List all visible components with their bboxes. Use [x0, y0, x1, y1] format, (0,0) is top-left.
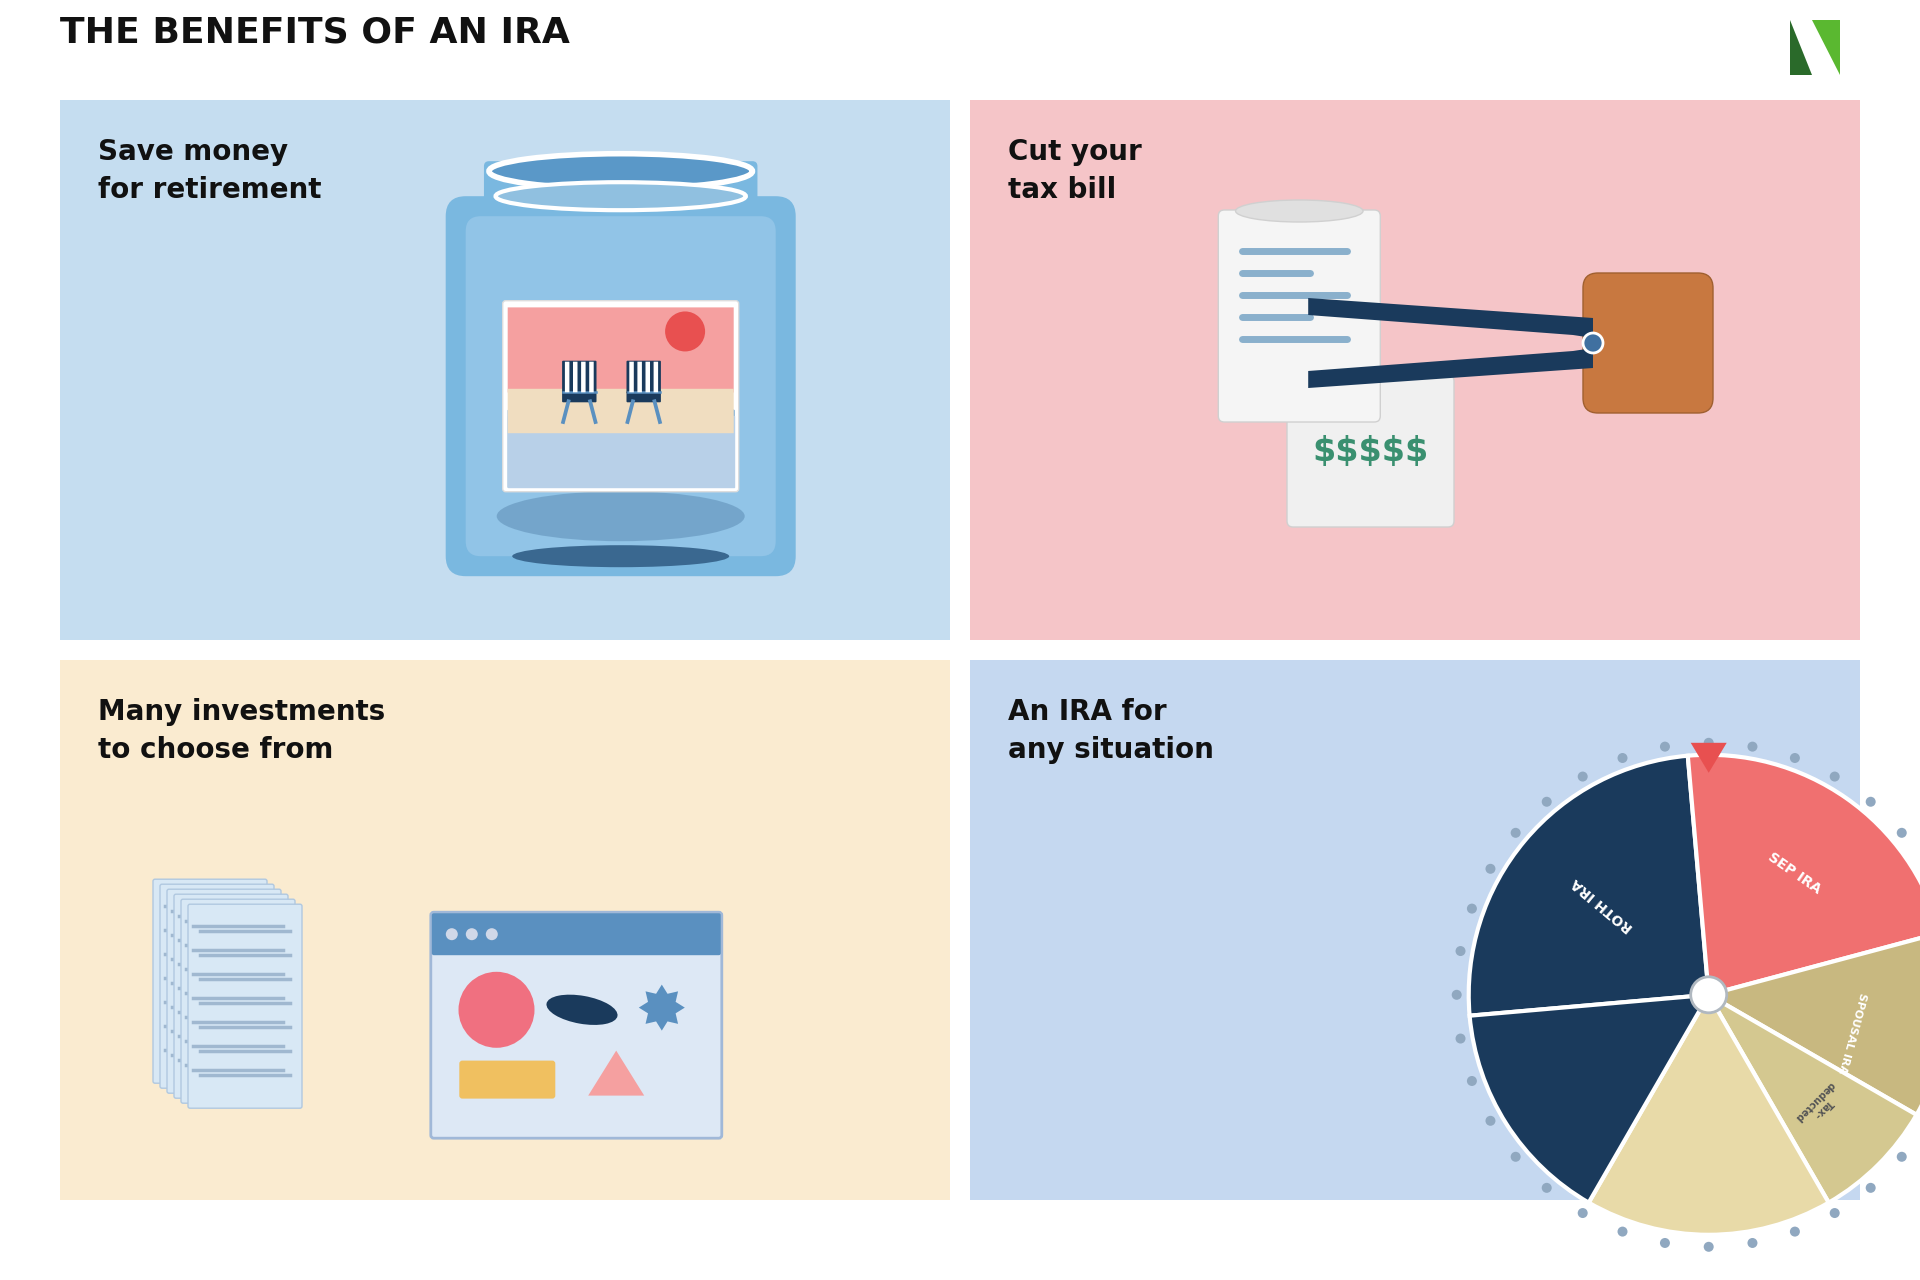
FancyBboxPatch shape [1286, 375, 1453, 527]
Circle shape [1661, 1238, 1670, 1248]
Circle shape [1703, 1242, 1715, 1252]
Wedge shape [1688, 755, 1920, 995]
Ellipse shape [490, 154, 753, 188]
FancyBboxPatch shape [582, 362, 586, 392]
Circle shape [1455, 946, 1465, 956]
FancyBboxPatch shape [563, 361, 597, 393]
FancyBboxPatch shape [154, 879, 267, 1083]
FancyBboxPatch shape [507, 307, 733, 393]
Circle shape [1486, 1116, 1496, 1126]
Text: Cut your
tax bill: Cut your tax bill [1008, 138, 1142, 204]
FancyBboxPatch shape [589, 362, 593, 392]
Circle shape [1866, 796, 1876, 806]
FancyBboxPatch shape [188, 904, 301, 1108]
Circle shape [459, 972, 534, 1048]
Polygon shape [639, 984, 685, 1030]
FancyBboxPatch shape [432, 913, 720, 955]
Text: An IRA for
any situation: An IRA for any situation [1008, 698, 1213, 764]
FancyBboxPatch shape [503, 301, 739, 492]
Circle shape [1830, 772, 1839, 782]
FancyBboxPatch shape [459, 1061, 555, 1098]
Text: SEP IRA: SEP IRA [1764, 850, 1824, 896]
Text: SPOUSAL IRA: SPOUSAL IRA [1837, 992, 1868, 1075]
Circle shape [1897, 1152, 1907, 1162]
Wedge shape [1588, 995, 1828, 1235]
FancyBboxPatch shape [626, 361, 660, 393]
Wedge shape [1469, 995, 1709, 1203]
Polygon shape [1812, 20, 1839, 76]
FancyBboxPatch shape [626, 392, 660, 402]
Text: Save money
for retirement: Save money for retirement [98, 138, 321, 204]
FancyBboxPatch shape [564, 362, 570, 392]
Circle shape [1467, 904, 1476, 914]
Ellipse shape [497, 492, 745, 541]
Circle shape [1747, 1238, 1757, 1248]
FancyBboxPatch shape [1219, 210, 1380, 422]
FancyBboxPatch shape [60, 100, 950, 640]
Circle shape [1455, 1033, 1465, 1043]
Wedge shape [1469, 755, 1709, 1016]
Circle shape [1897, 828, 1907, 838]
Circle shape [1578, 772, 1588, 782]
Text: $$$$$: $$$$$ [1313, 434, 1428, 467]
Circle shape [1661, 741, 1670, 751]
Ellipse shape [495, 182, 745, 210]
Polygon shape [1308, 298, 1594, 338]
Circle shape [1747, 741, 1757, 751]
FancyBboxPatch shape [167, 890, 280, 1093]
Circle shape [1703, 737, 1715, 748]
FancyBboxPatch shape [484, 161, 758, 232]
Text: ROTH IRA: ROTH IRA [1569, 876, 1636, 934]
Circle shape [1486, 864, 1496, 874]
Circle shape [1830, 1208, 1839, 1219]
Circle shape [467, 928, 478, 941]
Circle shape [664, 311, 705, 352]
Circle shape [1789, 753, 1799, 763]
Polygon shape [588, 1051, 645, 1096]
FancyBboxPatch shape [630, 362, 634, 392]
FancyBboxPatch shape [1582, 273, 1713, 413]
Circle shape [1692, 977, 1726, 1012]
Circle shape [1789, 1226, 1799, 1236]
Ellipse shape [513, 545, 730, 567]
Circle shape [1582, 333, 1603, 353]
Circle shape [1542, 1183, 1551, 1193]
Circle shape [486, 928, 497, 941]
FancyBboxPatch shape [445, 196, 795, 576]
Circle shape [1617, 1226, 1628, 1236]
Text: THE BENEFITS OF AN IRA: THE BENEFITS OF AN IRA [60, 15, 570, 49]
FancyBboxPatch shape [970, 660, 1860, 1201]
Text: Many investments
to choose from: Many investments to choose from [98, 698, 386, 764]
Circle shape [1467, 1076, 1476, 1085]
Polygon shape [1308, 348, 1594, 388]
FancyBboxPatch shape [175, 895, 288, 1098]
Circle shape [445, 928, 457, 941]
FancyBboxPatch shape [60, 660, 950, 1201]
Ellipse shape [547, 995, 618, 1025]
FancyBboxPatch shape [637, 362, 641, 392]
FancyBboxPatch shape [653, 362, 659, 392]
FancyBboxPatch shape [430, 913, 722, 1138]
FancyBboxPatch shape [572, 362, 578, 392]
FancyBboxPatch shape [180, 899, 296, 1103]
FancyBboxPatch shape [467, 216, 776, 557]
Polygon shape [1789, 20, 1812, 76]
Polygon shape [1692, 742, 1726, 773]
FancyBboxPatch shape [507, 389, 733, 433]
Wedge shape [1709, 995, 1916, 1203]
Circle shape [1617, 753, 1628, 763]
FancyBboxPatch shape [563, 392, 597, 402]
Text: Tax-
deducted: Tax- deducted [1793, 1079, 1845, 1132]
Circle shape [1866, 1183, 1876, 1193]
Circle shape [1578, 1208, 1588, 1219]
Circle shape [1452, 989, 1461, 1000]
Circle shape [1511, 1152, 1521, 1162]
Ellipse shape [1236, 200, 1363, 221]
Wedge shape [1709, 933, 1920, 1115]
Circle shape [1511, 828, 1521, 838]
FancyBboxPatch shape [159, 884, 275, 1088]
FancyBboxPatch shape [970, 100, 1860, 640]
Circle shape [1542, 796, 1551, 806]
FancyBboxPatch shape [645, 362, 651, 392]
